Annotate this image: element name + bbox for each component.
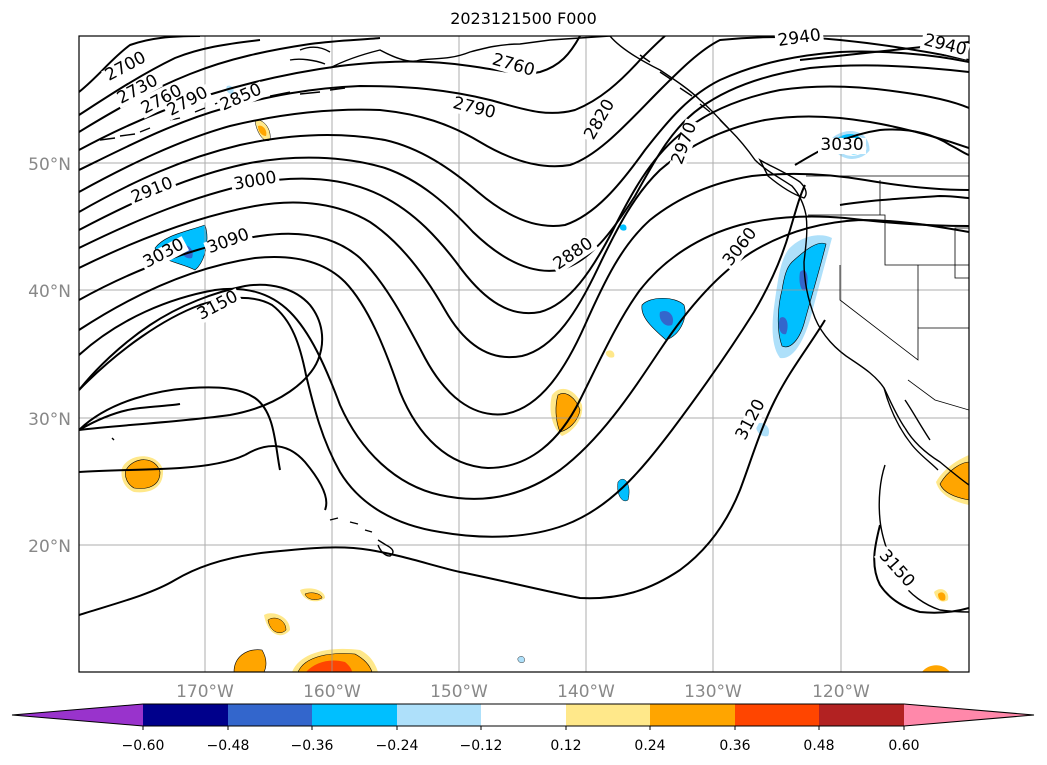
colorbar-segment <box>819 704 904 726</box>
lon-label: 120°W <box>812 682 870 702</box>
colorbar-segment <box>650 704 735 726</box>
lat-label: 50°N <box>28 155 71 175</box>
colorbar-segment <box>397 704 481 726</box>
colorbar-extend-high <box>904 704 1034 726</box>
colorbar-tick: 0.48 <box>803 738 834 754</box>
lat-label: 40°N <box>28 282 71 302</box>
colorbar-extend-low <box>12 704 143 726</box>
lon-label: 140°W <box>557 682 615 702</box>
colorbar-tick: −0.12 <box>460 738 503 754</box>
lon-label: 160°W <box>303 682 361 702</box>
colorbar-ticks: −0.60 −0.48 −0.36 −0.24 −0.12 0.12 0.24 … <box>122 738 920 754</box>
colorbar-tick: 0.12 <box>550 738 581 754</box>
colorbar-segment <box>312 704 397 726</box>
lat-label: 20°N <box>28 537 71 557</box>
height-contours <box>79 36 969 616</box>
lon-label: 170°W <box>176 682 234 702</box>
colorbar-tick: −0.48 <box>207 738 250 754</box>
lon-label: 130°W <box>684 682 742 702</box>
lon-labels: 170°W 160°W 150°W 140°W 130°W 120°W <box>176 682 870 702</box>
colorbar <box>11 703 1035 730</box>
colorbar-segment <box>481 704 566 726</box>
borders <box>806 175 969 411</box>
colorbar-segment <box>143 704 228 726</box>
map-title: 2023121500 F000 <box>450 9 597 28</box>
colorbar-tick: −0.60 <box>122 738 165 754</box>
colorbar-tick: 0.36 <box>719 738 750 754</box>
colorbar-tick: −0.24 <box>376 738 419 754</box>
lat-labels: 50°N 40°N 30°N 20°N <box>28 155 71 557</box>
lon-label: 150°W <box>430 682 488 702</box>
gridlines <box>79 36 969 672</box>
colorbar-tick: 0.24 <box>634 738 665 754</box>
colorbar-segment <box>228 704 312 726</box>
contour-label-3030-b: 3030 <box>820 135 863 155</box>
colorbar-segment <box>735 704 819 726</box>
colorbar-segment <box>566 704 650 726</box>
lat-label: 30°N <box>28 410 71 430</box>
colorbar-tick: 0.60 <box>888 738 919 754</box>
plot-border <box>78 35 970 673</box>
colorbar-tick: −0.36 <box>291 738 334 754</box>
